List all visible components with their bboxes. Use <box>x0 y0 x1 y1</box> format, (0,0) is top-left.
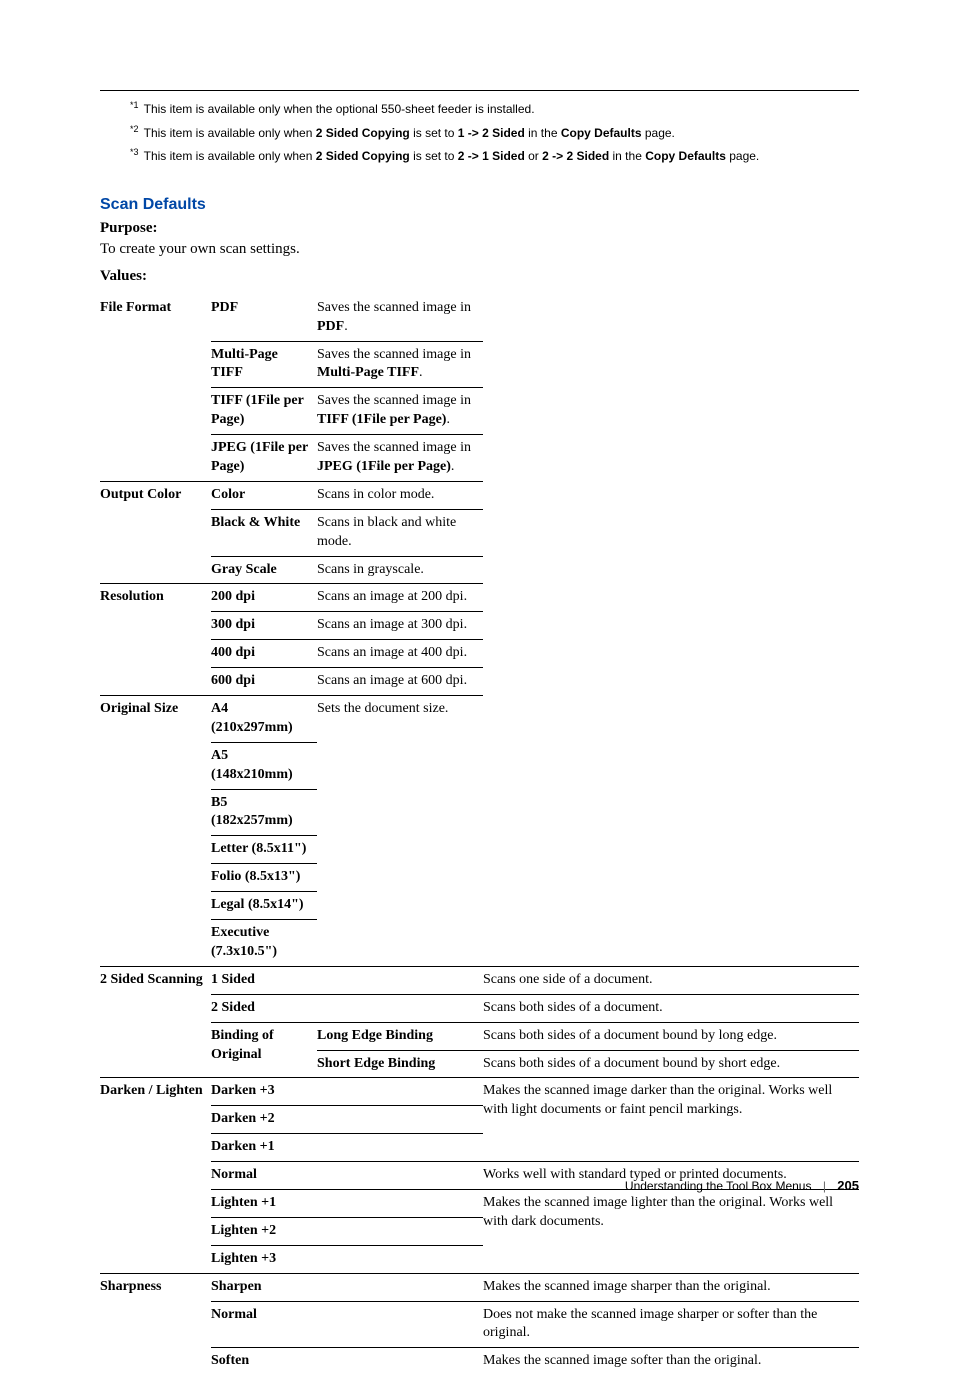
value-cell: Multi-Page TIFF <box>211 341 317 388</box>
category-cell: Original Size <box>100 696 211 967</box>
description-cell: Saves the scanned image in PDF. <box>317 295 483 341</box>
table-row: 300 dpiScans an image at 300 dpi. <box>100 612 859 640</box>
description-cell: Scans an image at 200 dpi. <box>317 584 483 612</box>
description-cell: Saves the scanned image in JPEG (1File p… <box>317 435 483 482</box>
value-cell: Lighten +3 <box>211 1245 483 1273</box>
value-cell: 2 Sided <box>211 994 483 1022</box>
value-cell: Lighten +1 <box>211 1189 483 1217</box>
value-cell: 1 Sided <box>211 966 483 994</box>
category-cell: Resolution <box>100 584 211 696</box>
page-footer: Understanding the Tool Box Menus | 205 <box>625 1178 859 1193</box>
section-title: Scan Defaults <box>100 196 859 214</box>
values-label: Values: <box>100 268 859 285</box>
value-cell: A4 (210x297mm) <box>211 696 317 743</box>
value-cell: 200 dpi <box>211 584 317 612</box>
description-cell: Scans an image at 300 dpi. <box>317 612 483 640</box>
top-rule <box>100 90 859 91</box>
footnotes-block: *1 This item is available only when the … <box>130 97 859 168</box>
value-cell: Darken +1 <box>211 1134 483 1162</box>
table-row: Original SizeA4 (210x297mm)Sets the docu… <box>100 696 859 743</box>
purpose-text: To create your own scan settings. <box>100 241 859 258</box>
value-cell: 600 dpi <box>211 668 317 696</box>
description-cell: Makes the scanned image sharper than the… <box>483 1273 859 1301</box>
footer-chapter: Understanding the Tool Box Menus <box>625 1179 812 1193</box>
value-cell: Gray Scale <box>211 556 317 584</box>
footnote: *2 This item is available only when 2 Si… <box>130 121 859 145</box>
subvalue-cell: Short Edge Binding <box>317 1050 483 1078</box>
table-row: Resolution200 dpiScans an image at 200 d… <box>100 584 859 612</box>
table-row: 400 dpiScans an image at 400 dpi. <box>100 640 859 668</box>
table-row: Gray ScaleScans in grayscale. <box>100 556 859 584</box>
value-cell: Lighten +2 <box>211 1217 483 1245</box>
description-cell: Scans an image at 600 dpi. <box>317 668 483 696</box>
footnote: *1 This item is available only when the … <box>130 97 859 121</box>
description-cell: Scans both sides of a document. <box>483 994 859 1022</box>
description-cell: Scans both sides of a document bound by … <box>483 1050 859 1078</box>
value-cell: Normal <box>211 1162 483 1190</box>
values-table: File FormatPDFSaves the scanned image in… <box>100 295 859 1375</box>
table-row: Black & WhiteScans in black and white mo… <box>100 509 859 556</box>
value-cell: PDF <box>211 295 317 341</box>
value-cell: B5 (182x257mm) <box>211 789 317 836</box>
table-row: 600 dpiScans an image at 600 dpi. <box>100 668 859 696</box>
footer-separator: | <box>823 1179 826 1193</box>
subvalue-cell: Long Edge Binding <box>317 1022 483 1050</box>
purpose-label: Purpose: <box>100 220 859 237</box>
value-cell: Letter (8.5x11") <box>211 836 317 864</box>
table-row: JPEG (1File per Page)Saves the scanned i… <box>100 435 859 482</box>
category-cell: Output Color <box>100 481 211 584</box>
value-cell: 400 dpi <box>211 640 317 668</box>
description-cell: Makes the scanned image softer than the … <box>483 1348 859 1375</box>
table-row: Output ColorColorScans in color mode. <box>100 481 859 509</box>
table-row: Binding of OriginalLong Edge BindingScan… <box>100 1022 859 1050</box>
table-row: SoftenMakes the scanned image softer tha… <box>100 1348 859 1375</box>
table-row: File FormatPDFSaves the scanned image in… <box>100 295 859 341</box>
value-cell: TIFF (1File per Page) <box>211 388 317 435</box>
description-cell: Scans in grayscale. <box>317 556 483 584</box>
table-row: Lighten +1Makes the scanned image lighte… <box>100 1189 859 1217</box>
description-cell: Does not make the scanned image sharper … <box>483 1301 859 1348</box>
description-cell: Makes the scanned image darker than the … <box>483 1078 859 1162</box>
category-cell: File Format <box>100 295 211 482</box>
value-cell: 300 dpi <box>211 612 317 640</box>
value-cell: Darken +3 <box>211 1078 483 1106</box>
value-cell: Sharpen <box>211 1273 483 1301</box>
footnote: *3 This item is available only when 2 Si… <box>130 144 859 168</box>
description-cell: Scans in color mode. <box>317 481 483 509</box>
value-cell: Binding of Original <box>211 1022 317 1078</box>
value-cell: Darken +2 <box>211 1106 483 1134</box>
value-cell: Legal (8.5x14") <box>211 892 317 920</box>
description-cell: Scans an image at 400 dpi. <box>317 640 483 668</box>
table-row: Darken / LightenDarken +3Makes the scann… <box>100 1078 859 1106</box>
value-cell: A5 (148x210mm) <box>211 742 317 789</box>
table-row: 2 SidedScans both sides of a document. <box>100 994 859 1022</box>
category-cell: Sharpness <box>100 1273 211 1375</box>
description-cell: Scans one side of a document. <box>483 966 859 994</box>
value-cell: Normal <box>211 1301 483 1348</box>
table-row: NormalDoes not make the scanned image sh… <box>100 1301 859 1348</box>
description-cell: Sets the document size. <box>317 696 483 967</box>
description-cell: Scans in black and white mode. <box>317 509 483 556</box>
value-cell: Black & White <box>211 509 317 556</box>
category-cell: 2 Sided Scanning <box>100 966 211 1078</box>
value-cell: Executive (7.3x10.5") <box>211 920 317 967</box>
table-row: Multi-Page TIFFSaves the scanned image i… <box>100 341 859 388</box>
table-row: 2 Sided Scanning1 SidedScans one side of… <box>100 966 859 994</box>
table-row: TIFF (1File per Page)Saves the scanned i… <box>100 388 859 435</box>
table-row: SharpnessSharpenMakes the scanned image … <box>100 1273 859 1301</box>
description-cell: Scans both sides of a document bound by … <box>483 1022 859 1050</box>
category-cell: Darken / Lighten <box>100 1078 211 1273</box>
value-cell: Color <box>211 481 317 509</box>
value-cell: JPEG (1File per Page) <box>211 435 317 482</box>
value-cell: Folio (8.5x13") <box>211 864 317 892</box>
description-cell: Saves the scanned image in TIFF (1File p… <box>317 388 483 435</box>
footer-page-number: 205 <box>837 1178 859 1193</box>
description-cell: Saves the scanned image in Multi-Page TI… <box>317 341 483 388</box>
value-cell: Soften <box>211 1348 483 1375</box>
description-cell: Makes the scanned image lighter than the… <box>483 1189 859 1273</box>
